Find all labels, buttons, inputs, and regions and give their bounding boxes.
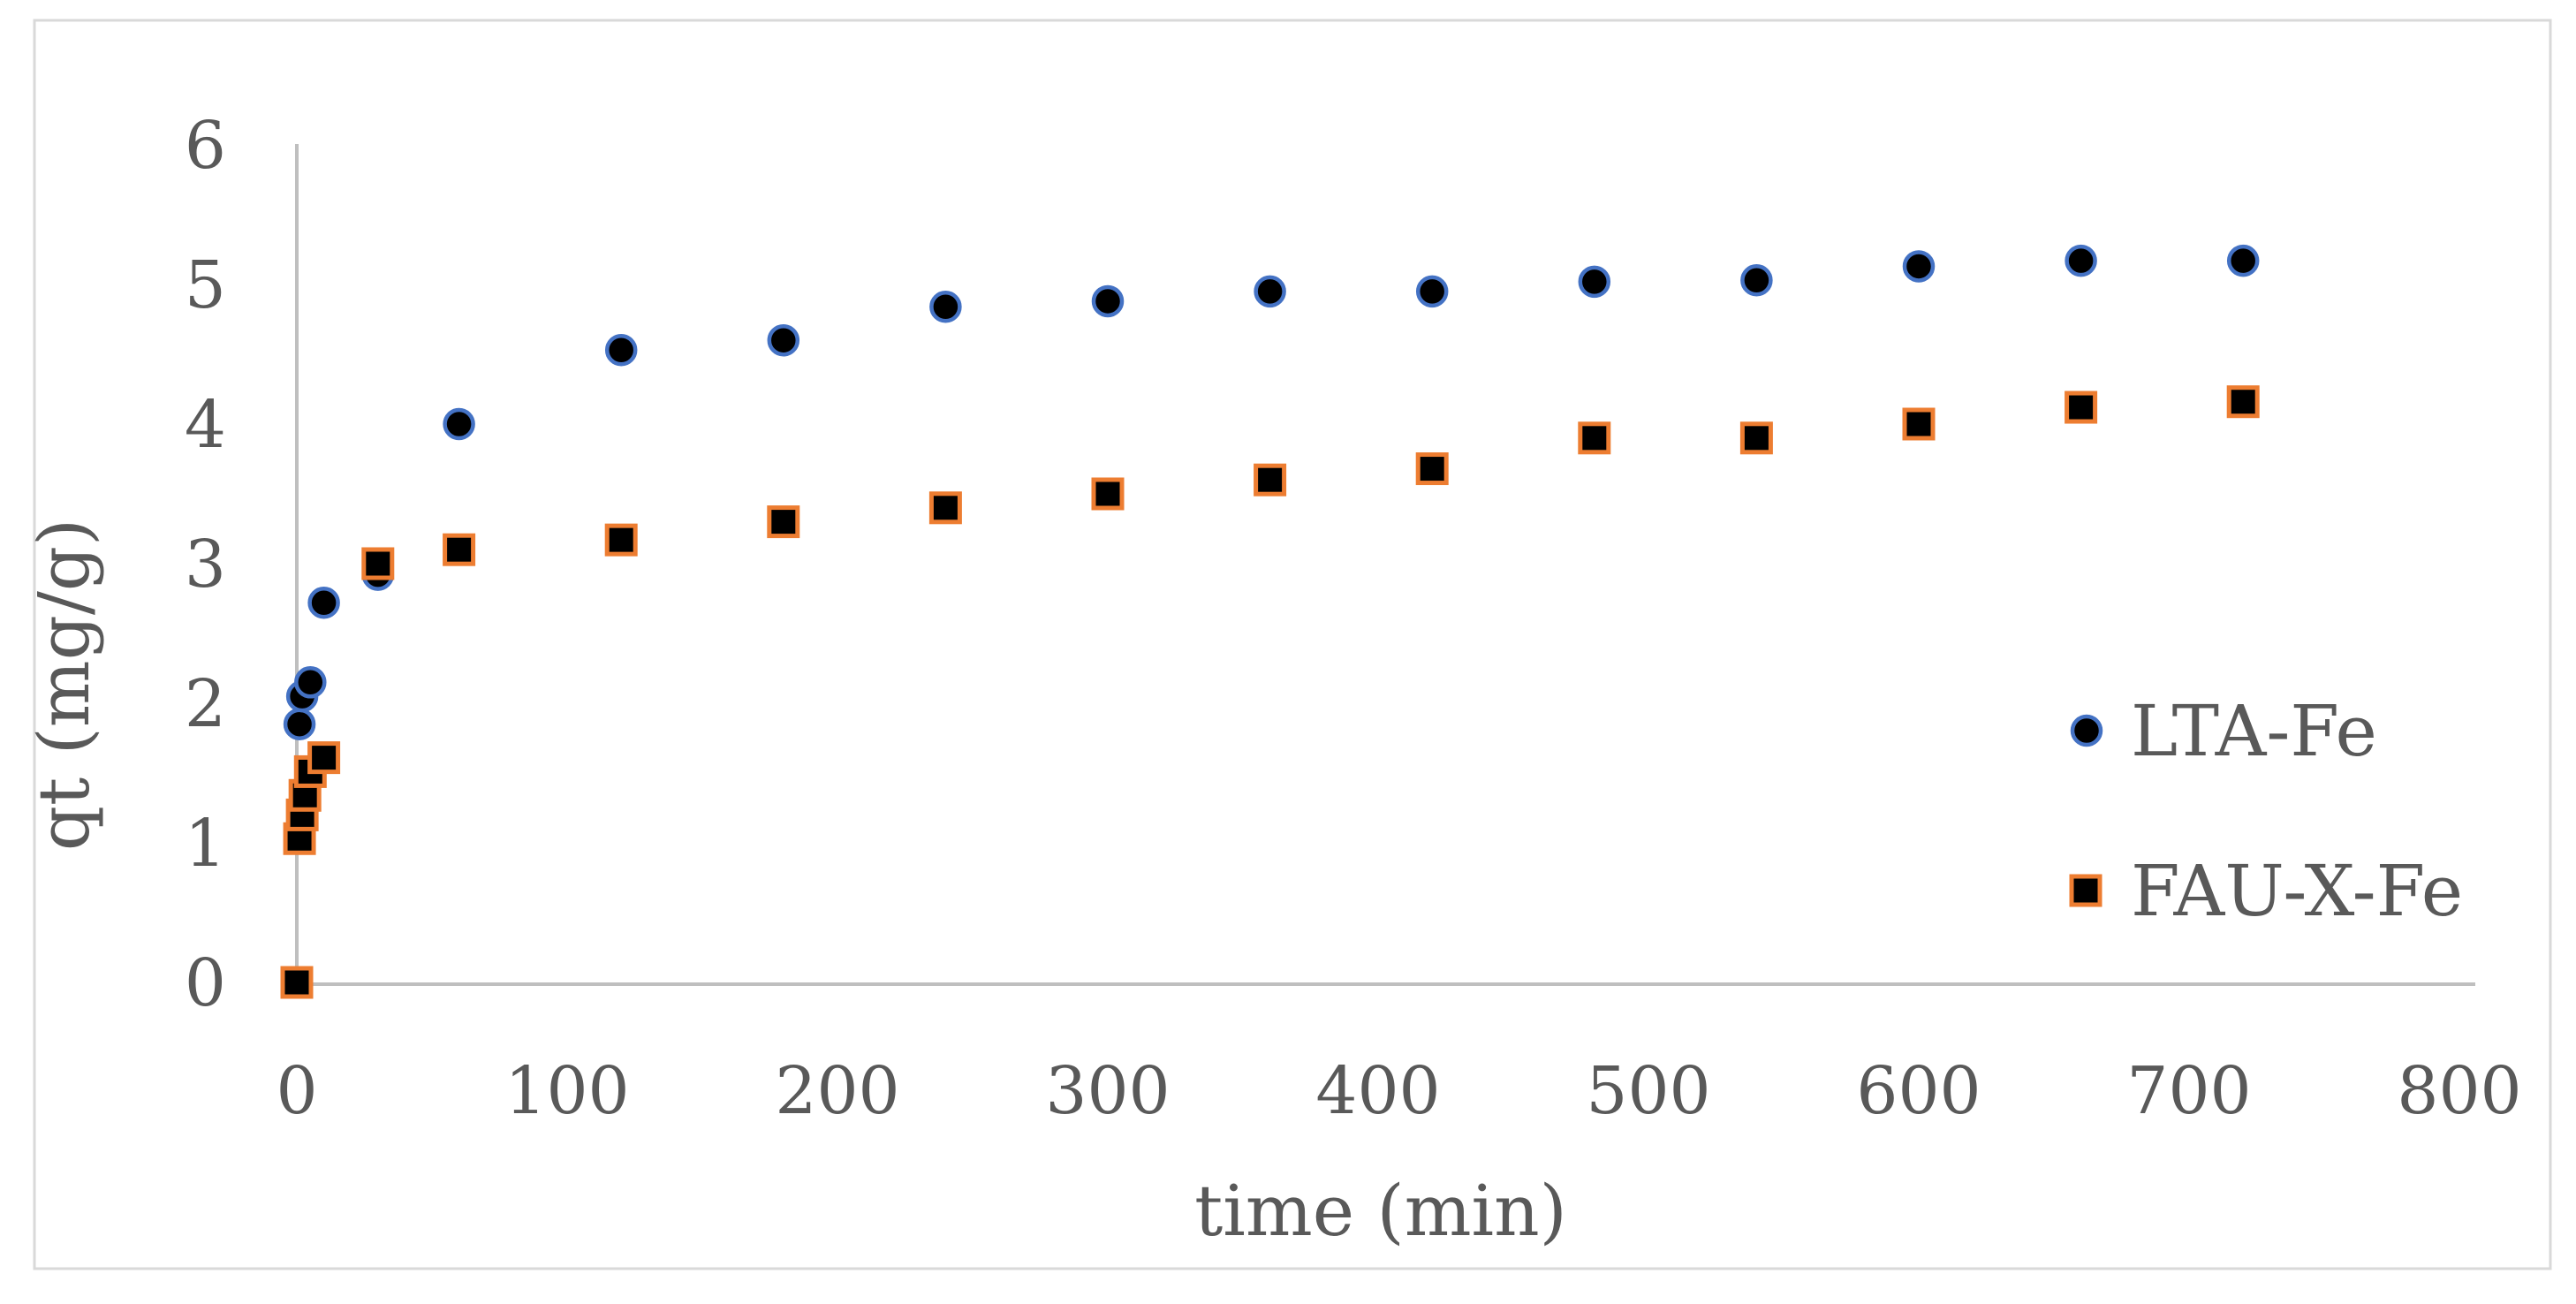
data-point-square	[1739, 421, 1773, 455]
y-tick-label: 3	[185, 527, 226, 603]
x-tick-label: 200	[775, 1053, 899, 1129]
data-point-square	[2226, 385, 2260, 419]
x-axis-title: time (min)	[1194, 1170, 1567, 1252]
legend: LTA-Fe FAU-X-Fe	[2069, 690, 2463, 932]
data-point-square	[604, 523, 638, 557]
data-point-square	[1902, 407, 1936, 441]
x-tick-label: 600	[1856, 1053, 1981, 1129]
data-point-square	[280, 966, 314, 999]
data-points-area	[280, 244, 2260, 999]
data-point-circle	[1902, 250, 1936, 283]
x-tick-label: 0	[276, 1053, 317, 1129]
y-tick-label: 1	[185, 806, 226, 882]
data-point-circle	[307, 586, 340, 619]
y-tick-label: 5	[185, 247, 226, 323]
data-point-circle	[443, 407, 475, 441]
data-point-circle	[1740, 264, 1773, 297]
y-axis-title: qt (mg/g)	[23, 519, 105, 851]
data-point-square	[1254, 463, 1287, 497]
chart-border	[33, 19, 2552, 1270]
y-tick-label: 6	[185, 108, 226, 184]
series-fau-x-fe	[280, 385, 2260, 999]
data-point-circle	[294, 666, 327, 699]
data-point-circle	[1578, 265, 1611, 299]
x-axis-tick-labels: 0 100 200 300 400 500 600 700 800	[276, 1053, 2521, 1129]
data-point-circle	[604, 334, 638, 367]
data-point-circle	[2226, 244, 2260, 277]
legend-label-fau-x-fe: FAU-X-Fe	[2131, 850, 2463, 932]
legend-marker-lta-fe-circle-icon	[2070, 714, 2103, 747]
data-point-circle	[1254, 275, 1286, 308]
x-tick-label: 100	[504, 1053, 629, 1129]
data-point-circle	[1415, 275, 1449, 308]
data-point-square	[767, 505, 800, 539]
y-tick-label: 0	[185, 945, 226, 1021]
legend-label-lta-fe: LTA-Fe	[2131, 690, 2377, 772]
y-tick-label: 4	[185, 387, 226, 463]
data-point-square	[307, 741, 341, 775]
data-point-square	[1415, 452, 1449, 486]
data-point-square	[1578, 421, 1611, 455]
y-axis-tick-labels: 0 1 2 3 4 5 6	[185, 108, 226, 1021]
data-point-circle	[767, 323, 800, 357]
data-point-circle	[2065, 244, 2097, 277]
data-point-square	[2065, 390, 2098, 424]
data-point-square	[1091, 477, 1125, 511]
y-tick-label: 2	[185, 666, 226, 742]
x-tick-label: 800	[2397, 1053, 2521, 1129]
data-point-circle	[1091, 284, 1125, 318]
data-point-square	[928, 491, 962, 525]
data-point-circle	[283, 708, 316, 740]
data-point-circle	[929, 291, 962, 323]
x-tick-label: 400	[1315, 1053, 1440, 1129]
x-tick-label: 300	[1045, 1053, 1170, 1129]
legend-marker-fau-x-fe-square-icon	[2069, 874, 2102, 907]
data-point-square	[361, 547, 395, 580]
x-tick-label: 700	[2126, 1053, 2251, 1129]
x-tick-label: 500	[1586, 1053, 1710, 1129]
series-lta-fe	[283, 244, 2260, 740]
data-point-square	[443, 533, 476, 566]
